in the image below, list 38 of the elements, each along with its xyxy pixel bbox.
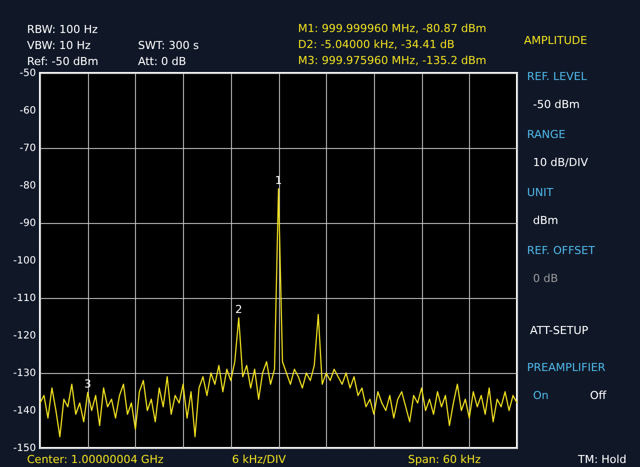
text: REF. OFFSET [527, 244, 596, 257]
text: TM: Hold [577, 453, 626, 466]
text: M1: 999.999960 MHz, -80.87 dBm [298, 22, 486, 35]
text: VBW: 10 Hz [27, 39, 91, 52]
text: RANGE [527, 128, 566, 141]
text: Att: 0 dB [138, 55, 186, 68]
text: AMPLITUDE [524, 34, 588, 47]
text: ATT-SETUP [530, 324, 589, 337]
text: 0 dB [533, 272, 558, 285]
text: D2: -5.04000 kHz, -34.41 dB [298, 38, 455, 51]
text: Ref: -50 dBm [27, 55, 98, 68]
text: dBm [533, 214, 558, 227]
y-tick-label: -50 [20, 68, 36, 79]
text: 6 kHz/DIV [232, 453, 286, 466]
y-tick-label: -70 [20, 143, 36, 154]
y-tick-label: -120 [13, 330, 36, 342]
text: REF. LEVEL [527, 70, 588, 83]
text: M3: 999.975960 MHz, -135.2 dBm [298, 54, 486, 67]
y-tick-label: -150 [13, 443, 36, 454]
text: RBW: 100 Hz [27, 23, 98, 36]
text: On [533, 389, 549, 402]
y-tick-label: -90 [20, 218, 36, 229]
text: SWT: 300 s [138, 39, 200, 52]
text: Center: 1.00000004 GHz [27, 453, 164, 466]
y-tick-label: -110 [13, 293, 36, 304]
y-tick-label: -100 [13, 256, 36, 266]
annotation: 2 [235, 302, 242, 316]
text: UNIT [527, 186, 554, 199]
y-tick-label: -130 [13, 368, 36, 379]
y-tick-label: -80 [20, 180, 36, 192]
text: Off [590, 389, 607, 402]
line-series [39, 188, 518, 438]
text: -50 dBm [533, 98, 580, 111]
y-tick-label: -140 [13, 406, 36, 416]
y-tick-label: -60 [20, 106, 36, 116]
text: Span: 60 kHz [408, 453, 482, 466]
text: 10 dB/DIV [533, 156, 588, 169]
text: PREAMPLIFIER [527, 361, 606, 374]
